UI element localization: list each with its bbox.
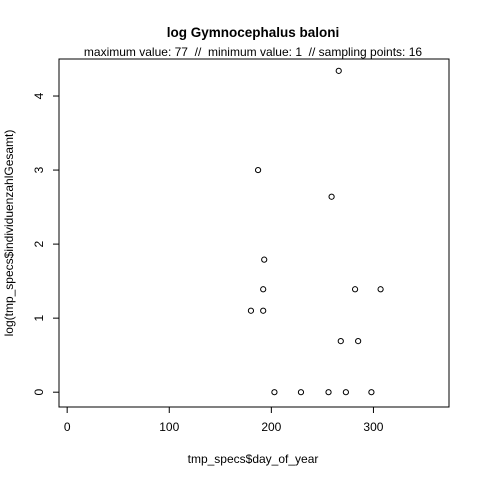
x-tick-label: 200 [261,420,281,434]
x-axis-label: tmp_specs$day_of_year [188,452,319,466]
y-tick-label: 1 [32,314,46,321]
data-point [247,307,255,314]
y-tick-label: 3 [32,166,46,173]
data-point [260,307,267,314]
chart-subtitle: maximum value: 77 // minimum value: 1 //… [84,45,422,59]
data-point [342,389,349,396]
data-point [377,286,384,293]
data-point [351,286,359,293]
data-point [368,389,375,396]
data-point [271,389,278,396]
y-axis: 0 1 2 3 4 [32,92,60,396]
data-point [254,166,262,174]
chart-title: log Gymnocephalus baloni [167,25,340,40]
x-tick-label: 300 [363,420,383,434]
y-tick-label: 4 [32,92,46,99]
x-tick-label: 100 [159,420,179,434]
y-tick-label: 2 [32,240,46,247]
data-point [297,389,305,396]
x-axis: 0 100 200 300 [64,406,384,434]
y-tick-label: 0 [32,389,46,396]
plot-frame [58,58,450,408]
data-point [261,256,268,263]
data-point [355,338,362,345]
data-points [247,67,384,396]
y-axis-label: log(tmp_specs$individuenzahlGesamt) [2,130,16,337]
data-point [328,193,335,200]
data-point [335,67,342,74]
data-point [337,338,344,345]
x-tick-label: 0 [64,420,71,434]
data-point [260,286,267,293]
data-point [325,389,332,396]
